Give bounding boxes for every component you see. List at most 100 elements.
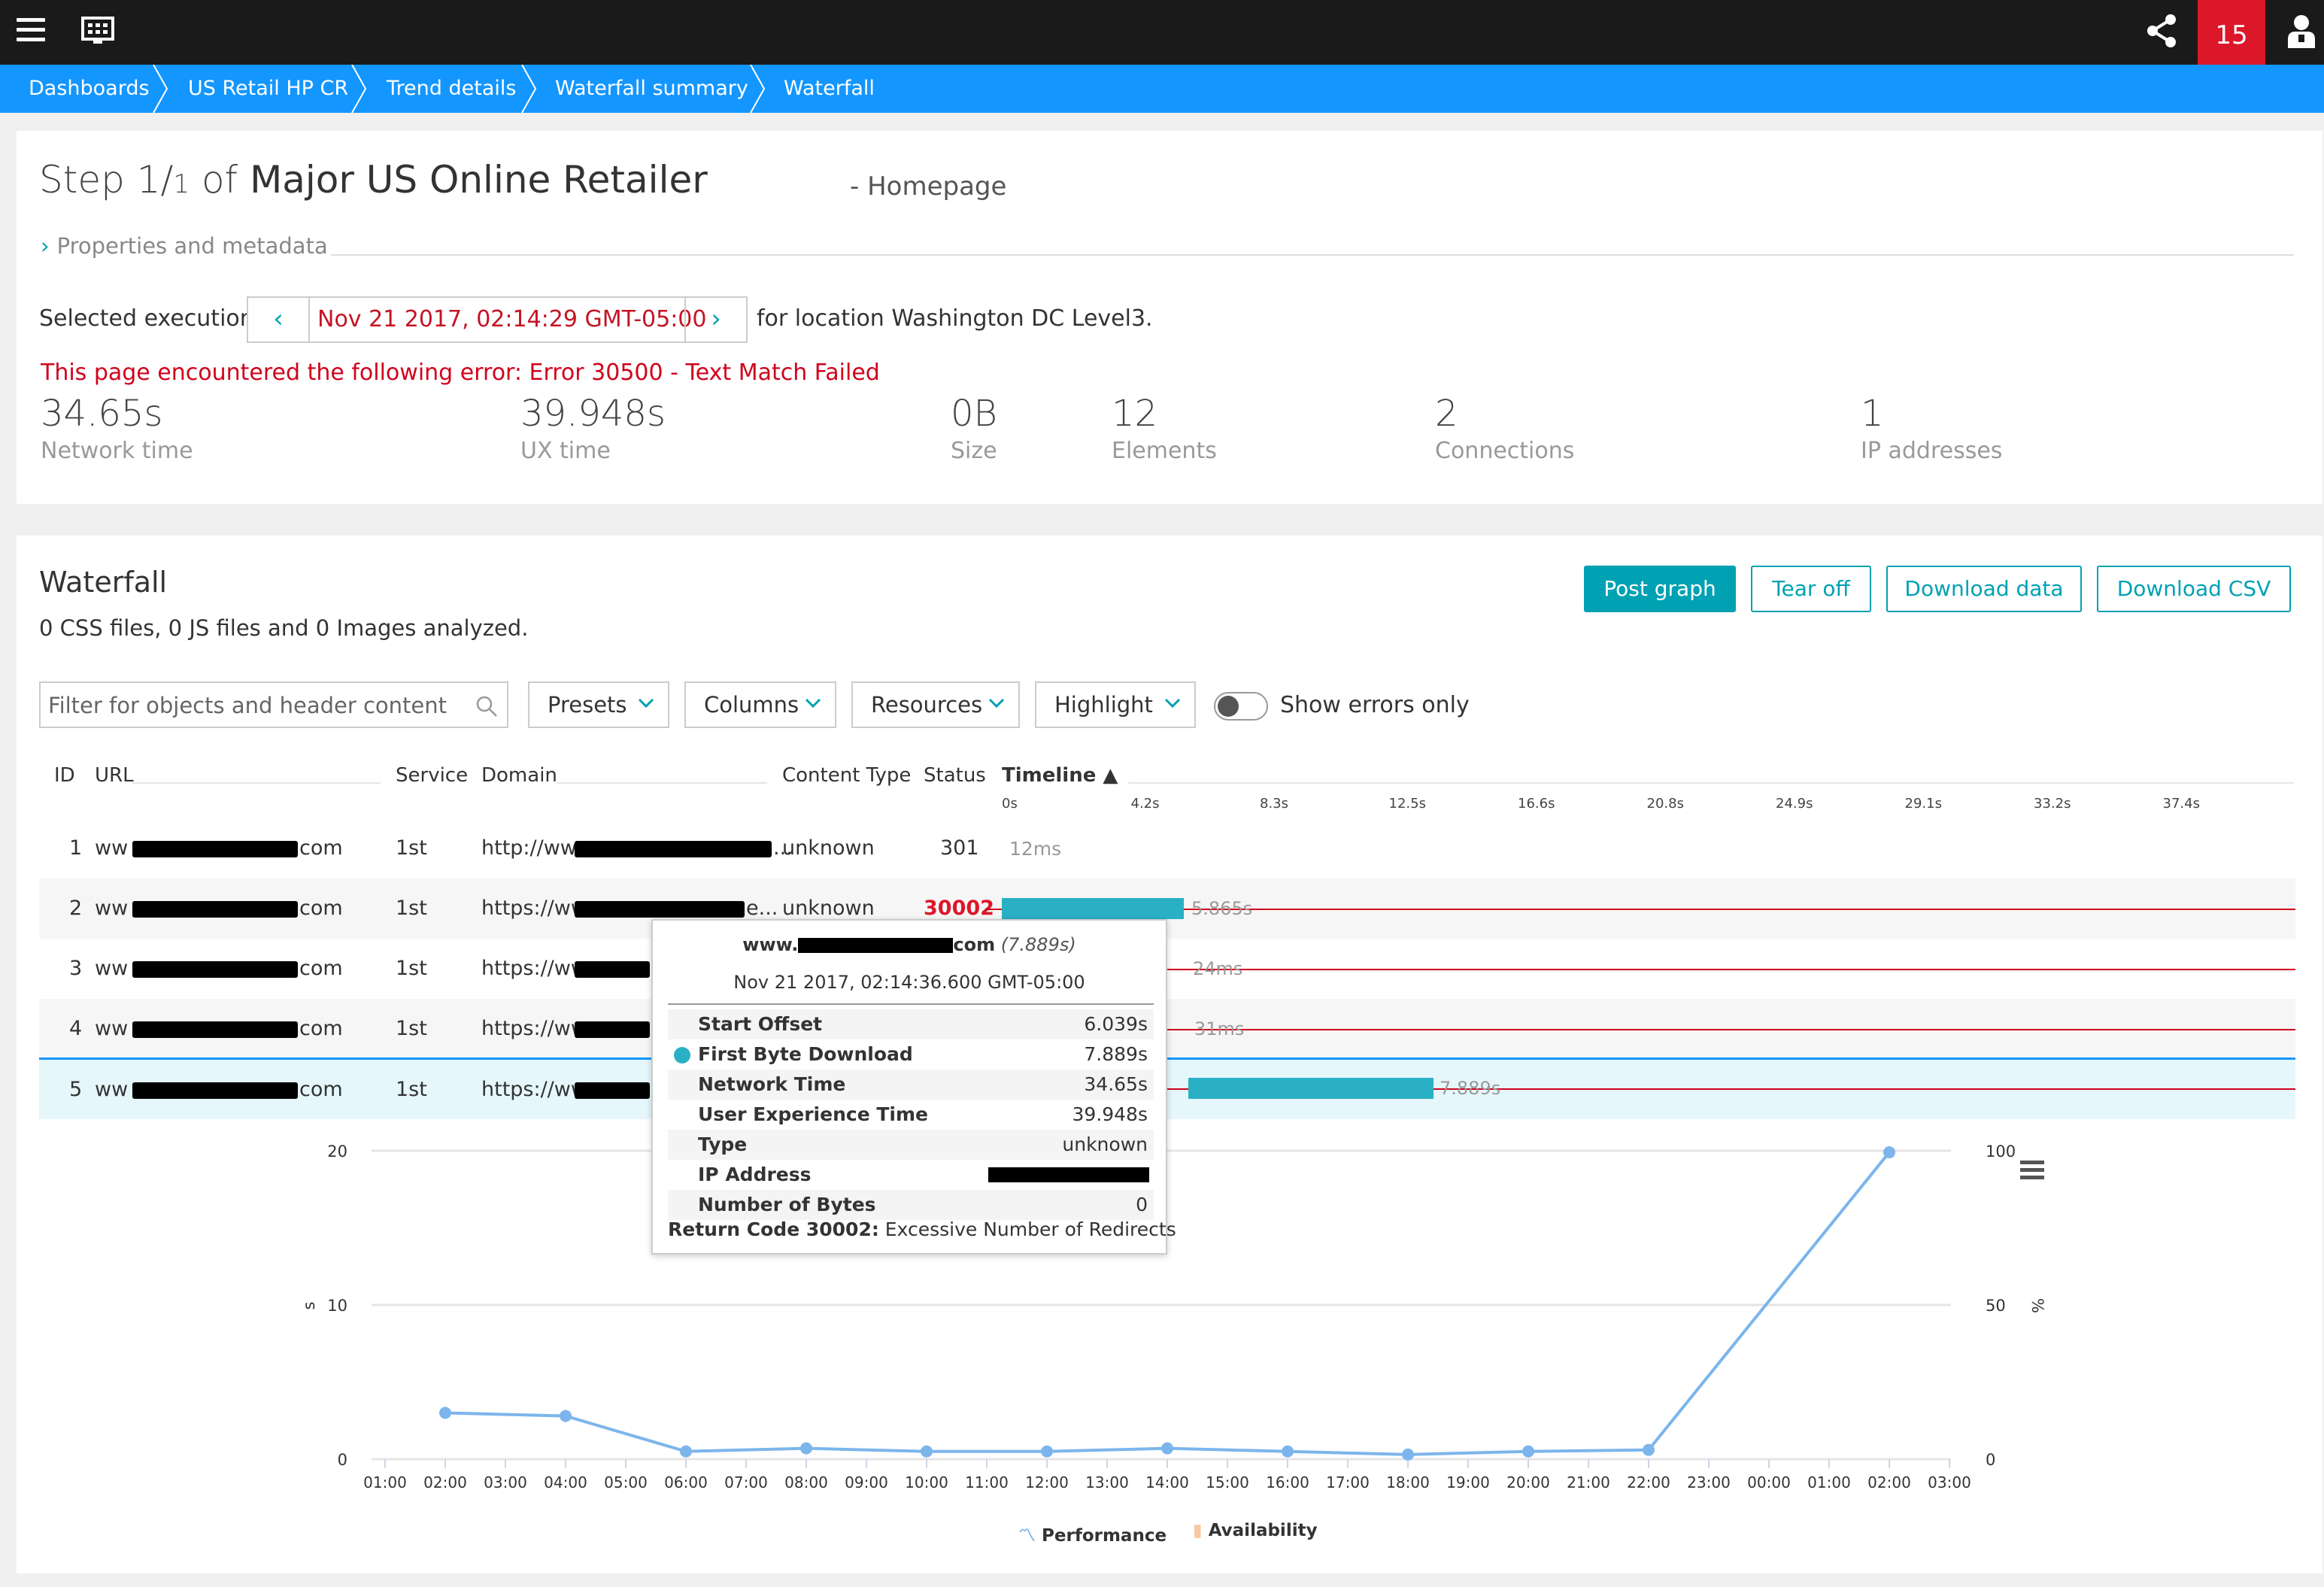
tooltip-value: unknown [1062,1133,1148,1155]
timeline-tick-label: 0s [1002,796,1018,812]
timeline-tick-label: 8.3s [1260,796,1289,812]
breadcrumb: Dashboards US Retail HP CR Trend details… [0,65,2324,113]
tooltip-timestamp: Nov 21 2017, 02:14:36.600 GMT-05:00 [733,972,1085,993]
table-row[interactable]: 1 ww com 1st http://ww ... unknown 301 1… [39,818,2295,878]
tooltip-row: Number of Bytes 0 [668,1190,1154,1220]
tooltip-row: User Experience Time 39.948s [668,1100,1154,1130]
legend-availability[interactable]: ▮ Availability [1193,1521,1318,1540]
row-status: 301 [940,836,979,860]
table-row[interactable]: 4 ww com 1st https://ww 31ms [39,999,2295,1059]
metric-value: 12 [1112,393,1158,435]
chevron-right-icon: › [711,304,721,334]
row-id: 5 [69,1078,83,1101]
column-header-url[interactable]: URL [95,764,134,787]
legend-performance[interactable]: 〽 Performance [1018,1521,1167,1546]
row-status: 30002 [924,897,994,920]
column-header-domain[interactable]: Domain [481,764,557,787]
columns-dropdown[interactable]: Columns [684,681,836,728]
breadcrumb-trend-details[interactable]: Trend details [387,77,517,100]
timeline-tick-label: 37.4s [2162,796,2200,812]
breadcrumb-waterfall[interactable]: Waterfall [784,77,875,100]
chevron-down-icon [805,698,821,709]
line-series-icon: 〽 [1018,1526,1036,1546]
metric-network-time: 34.65s Network time [41,393,193,464]
column-header-id[interactable]: ID [54,764,75,787]
table-row[interactable]: 2 ww com 1st https://ww e... unknown 300… [39,878,2295,939]
row-domain-start: http://ww [481,836,577,860]
selected-execution-label: Selected execution [39,305,254,332]
redaction-bar [132,901,298,918]
breadcrumb-waterfall-summary[interactable]: Waterfall summary [555,77,748,100]
notification-count[interactable]: 15 [2198,0,2265,65]
user-icon[interactable] [2286,14,2316,50]
chevron-down-icon [1164,698,1181,709]
hamburger-icon[interactable] [2019,1158,2046,1181]
column-header-content-type[interactable]: Content Type [782,764,912,787]
download-data-button[interactable]: Download data [1886,566,2082,612]
metric-label: Elements [1112,438,1217,464]
download-csv-button[interactable]: Download CSV [2097,566,2291,612]
tooltip-value: 0 [1136,1194,1148,1215]
tooltip-return-code-value: Excessive Number of Redirects [884,1218,1176,1240]
row-timing: 31ms [1194,1018,1245,1039]
tooltip-row: First Byte Download 7.889s [668,1039,1154,1070]
previous-execution-button[interactable]: ‹ [248,298,310,341]
redaction-bar [132,961,298,978]
dashboard-icon[interactable] [81,17,114,45]
column-header-service[interactable]: Service [396,764,469,787]
row-url-end: com [299,1017,343,1040]
chevron-down-icon [988,698,1005,709]
tooltip-host-start: www. [742,934,799,955]
metric-value: 1 [1861,393,1884,435]
redaction-bar [798,938,954,953]
tear-off-button[interactable]: Tear off [1751,566,1871,612]
properties-toggle[interactable]: › Properties and metadata [41,233,328,259]
metric-label: Connections [1435,438,1575,464]
column-header-timeline[interactable]: Timeline ▲ [1002,764,1118,787]
row-content-type: unknown [782,897,875,920]
breadcrumb-us-retail[interactable]: US Retail HP CR [188,77,349,100]
column-divider [557,782,767,784]
metric-label: UX time [520,438,611,464]
breadcrumb-dashboards[interactable]: Dashboards [29,77,150,100]
execution-selector: ‹ Nov 21 2017, 02:14:29 GMT-05:00 › [247,296,748,343]
series-dot-icon [674,1047,690,1064]
timeline-tick-label: 20.8s [1646,796,1684,812]
sort-ascending-icon: ▲ [1103,764,1118,787]
resources-dropdown[interactable]: Resources [851,681,1020,728]
legend-label: Performance [1042,1526,1167,1546]
row-url-start: ww [95,897,129,920]
filter-input[interactable] [48,689,469,722]
menu-icon[interactable] [17,18,45,45]
tooltip-key: Start Offset [698,1013,823,1035]
page-title: Step 1/1 of Major US Online Retailer [39,158,708,202]
presets-dropdown[interactable]: Presets [528,681,669,728]
column-divider [132,782,381,784]
table-row[interactable]: 3 ww com 1st https://ww 24ms [39,939,2295,999]
share-icon[interactable] [2145,14,2178,48]
dropdown-label: Highlight [1054,692,1153,718]
page-name: - Homepage [850,171,1007,202]
row-id: 1 [69,836,83,860]
tooltip-row: Start Offset 6.039s [668,1009,1154,1039]
show-errors-toggle[interactable] [1214,692,1268,721]
search-icon[interactable] [475,695,498,718]
step-of: of [201,158,238,202]
next-execution-button[interactable]: › [684,298,746,341]
row-domain-start: https://ww [481,1078,587,1101]
dropdown-label: Resources [871,692,983,718]
post-graph-button[interactable]: Post graph [1584,566,1736,612]
highlight-dropdown[interactable]: Highlight [1035,681,1196,728]
chevron-down-icon [638,698,654,709]
column-header-status[interactable]: Status [924,764,986,787]
tooltip-key: Number of Bytes [698,1194,876,1215]
filter-box [39,681,508,728]
execution-value[interactable]: Nov 21 2017, 02:14:29 GMT-05:00 [317,306,707,332]
table-row-selected[interactable]: 5 ww com 1st https://ww 7.889s [39,1057,2295,1119]
row-timing: 24ms [1193,958,1243,979]
dropdown-label: Presets [548,692,627,718]
show-errors-label: Show errors only [1280,692,1470,718]
metric-value: 39.948s [520,393,666,435]
timeline-line [1167,1029,2295,1030]
row-timing: 7.889s [1440,1078,1501,1099]
